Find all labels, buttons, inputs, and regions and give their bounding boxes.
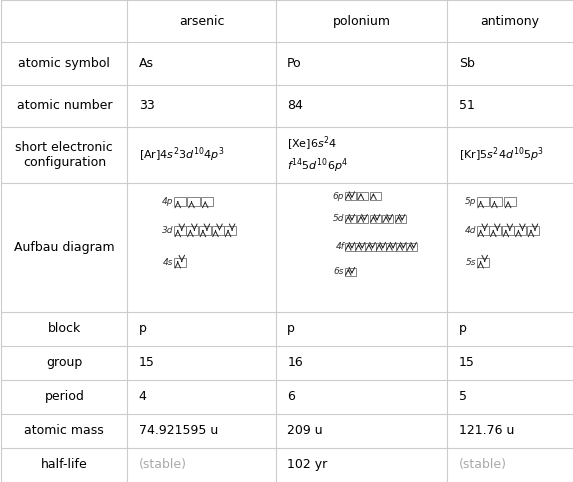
Bar	[345, 242, 355, 251]
Bar	[345, 192, 355, 200]
Text: 51: 51	[459, 99, 474, 112]
Bar	[406, 242, 417, 251]
Bar	[477, 226, 489, 235]
Bar	[386, 242, 397, 251]
Text: 5s: 5s	[465, 257, 476, 267]
Bar	[477, 257, 489, 267]
Text: 84: 84	[287, 99, 303, 112]
Bar	[201, 197, 213, 206]
Bar	[211, 226, 223, 235]
Text: 4f: 4f	[336, 242, 345, 251]
Text: 4p: 4p	[162, 197, 173, 206]
Bar	[345, 268, 355, 276]
Text: atomic symbol: atomic symbol	[18, 57, 110, 70]
Text: [Xe]6$s^2$4
$f^{14}$5$d^{10}$6$p^4$: [Xe]6$s^2$4 $f^{14}$5$d^{10}$6$p^4$	[287, 135, 348, 174]
Bar	[365, 242, 376, 251]
Text: [Kr]5$s^2$4$d^{10}$5$p^3$: [Kr]5$s^2$4$d^{10}$5$p^3$	[459, 146, 544, 164]
Text: arsenic: arsenic	[179, 14, 224, 27]
Text: 74.921595 u: 74.921595 u	[139, 425, 218, 438]
Bar	[357, 214, 368, 223]
Text: atomic mass: atomic mass	[25, 425, 104, 438]
Bar	[527, 226, 539, 235]
Text: atomic number: atomic number	[17, 99, 112, 112]
Text: (stable): (stable)	[459, 458, 507, 471]
Bar	[174, 197, 186, 206]
Text: group: group	[46, 356, 83, 369]
Bar	[224, 226, 236, 235]
Bar	[504, 197, 516, 206]
Text: period: period	[44, 390, 84, 403]
Text: As: As	[139, 57, 154, 70]
Text: Sb: Sb	[459, 57, 474, 70]
Text: p: p	[287, 322, 295, 335]
Bar	[502, 226, 514, 235]
Text: 4: 4	[139, 390, 147, 403]
Text: [Ar]4$s^2$3$d^{10}$4$p^3$: [Ar]4$s^2$3$d^{10}$4$p^3$	[139, 146, 224, 164]
Text: Aufbau diagram: Aufbau diagram	[14, 241, 115, 254]
Bar	[370, 192, 380, 200]
Bar	[489, 226, 501, 235]
Text: 102 yr: 102 yr	[287, 458, 328, 471]
Bar	[355, 242, 366, 251]
Bar	[174, 226, 186, 235]
Bar	[187, 197, 199, 206]
Text: half-life: half-life	[41, 458, 88, 471]
Bar	[186, 226, 198, 235]
Bar	[199, 226, 211, 235]
Bar	[370, 214, 380, 223]
Bar	[382, 214, 393, 223]
Text: p: p	[459, 322, 466, 335]
Text: 33: 33	[139, 99, 154, 112]
Text: 4d: 4d	[465, 226, 476, 235]
Bar	[357, 192, 368, 200]
Text: 15: 15	[139, 356, 155, 369]
Text: Po: Po	[287, 57, 302, 70]
Text: 6: 6	[287, 390, 295, 403]
Bar	[395, 214, 406, 223]
Text: 6s: 6s	[333, 267, 344, 276]
Text: 121.76 u: 121.76 u	[459, 425, 514, 438]
Text: short electronic
configuration: short electronic configuration	[15, 141, 113, 169]
Text: block: block	[48, 322, 81, 335]
Text: 16: 16	[287, 356, 303, 369]
Text: p: p	[139, 322, 147, 335]
Text: polonium: polonium	[332, 14, 391, 27]
Text: 5d: 5d	[332, 214, 344, 223]
Bar	[345, 214, 355, 223]
Bar	[396, 242, 407, 251]
Text: 5p: 5p	[464, 197, 476, 206]
Text: 3d: 3d	[162, 226, 174, 235]
Bar	[490, 197, 503, 206]
Bar	[477, 197, 489, 206]
Text: antimony: antimony	[481, 14, 540, 27]
Text: 6p: 6p	[332, 191, 344, 201]
Text: 5: 5	[459, 390, 466, 403]
Bar	[174, 257, 186, 267]
Text: 209 u: 209 u	[287, 425, 323, 438]
Bar	[515, 226, 527, 235]
Text: 4s: 4s	[162, 257, 173, 267]
Text: 15: 15	[459, 356, 474, 369]
Bar	[375, 242, 386, 251]
Text: (stable): (stable)	[139, 458, 187, 471]
